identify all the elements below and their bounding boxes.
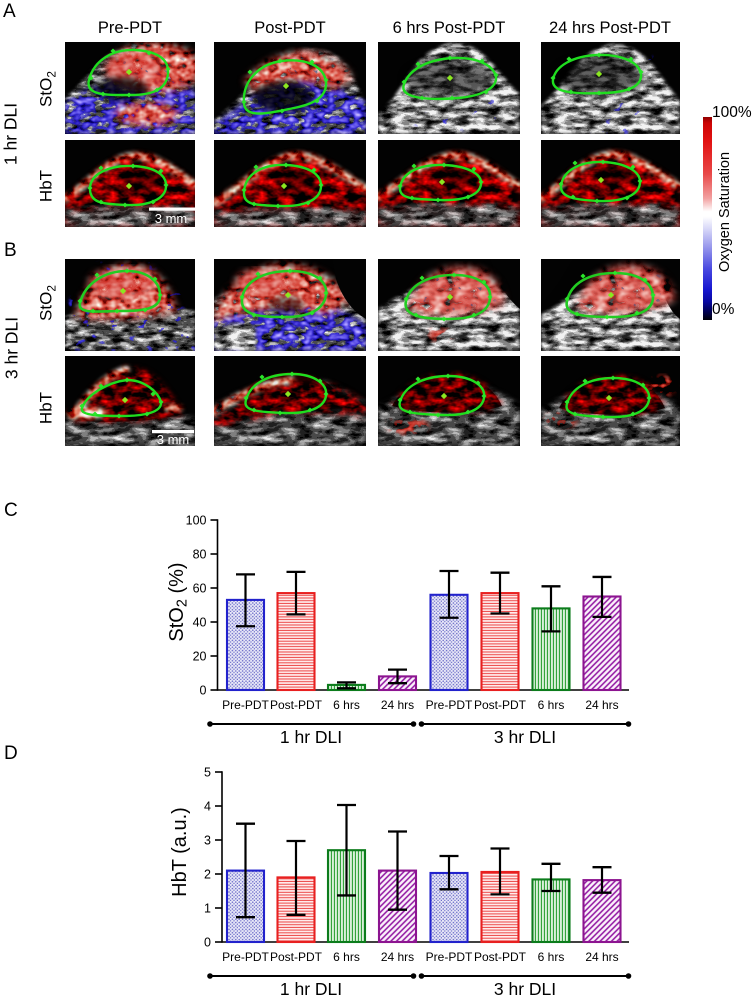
svg-text:0: 0 [200, 684, 207, 698]
svg-text:6 hrs: 6 hrs [333, 698, 360, 712]
svg-text:Post-PDT: Post-PDT [270, 950, 323, 964]
svg-text:2: 2 [204, 868, 211, 882]
svg-text:HbT (a.u.): HbT (a.u.) [169, 807, 191, 897]
svg-text:0: 0 [204, 936, 211, 950]
svg-text:3: 3 [204, 834, 211, 848]
svg-text:40: 40 [193, 616, 207, 630]
svg-text:Post-PDT: Post-PDT [474, 950, 527, 964]
svg-text:100: 100 [186, 514, 207, 528]
svg-text:3 mm: 3 mm [157, 432, 190, 446]
svg-text:80: 80 [193, 548, 207, 562]
svg-text:6 hrs: 6 hrs [333, 950, 360, 964]
svg-text:3 hr DLI: 3 hr DLI [494, 727, 556, 747]
svg-text:24 hrs: 24 hrs [585, 698, 618, 712]
svg-text:6 hrs: 6 hrs [538, 950, 565, 964]
svg-text:24 hrs: 24 hrs [585, 950, 618, 964]
svg-text:5: 5 [204, 766, 211, 780]
svg-text:60: 60 [193, 582, 207, 596]
svg-text:4: 4 [204, 800, 211, 814]
svg-text:1: 1 [204, 902, 211, 916]
svg-text:3 mm: 3 mm [155, 211, 188, 226]
svg-text:1 hr DLI: 1 hr DLI [280, 727, 342, 747]
svg-text:3 hr DLI: 3 hr DLI [494, 979, 556, 998]
svg-text:6 hrs: 6 hrs [538, 698, 565, 712]
svg-text:Pre-PDT: Pre-PDT [426, 698, 473, 712]
svg-text:24 hrs: 24 hrs [381, 950, 414, 964]
svg-text:20: 20 [193, 650, 207, 664]
svg-text:Post-PDT: Post-PDT [270, 698, 323, 712]
svg-text:Pre-PDT: Pre-PDT [222, 950, 269, 964]
svg-text:Pre-PDT: Pre-PDT [222, 698, 269, 712]
svg-text:StO2 (%): StO2 (%) [166, 562, 191, 641]
svg-text:Post-PDT: Post-PDT [474, 698, 527, 712]
svg-text:1 hr DLI: 1 hr DLI [280, 979, 342, 998]
svg-text:Pre-PDT: Pre-PDT [426, 950, 473, 964]
svg-text:24 hrs: 24 hrs [381, 698, 414, 712]
